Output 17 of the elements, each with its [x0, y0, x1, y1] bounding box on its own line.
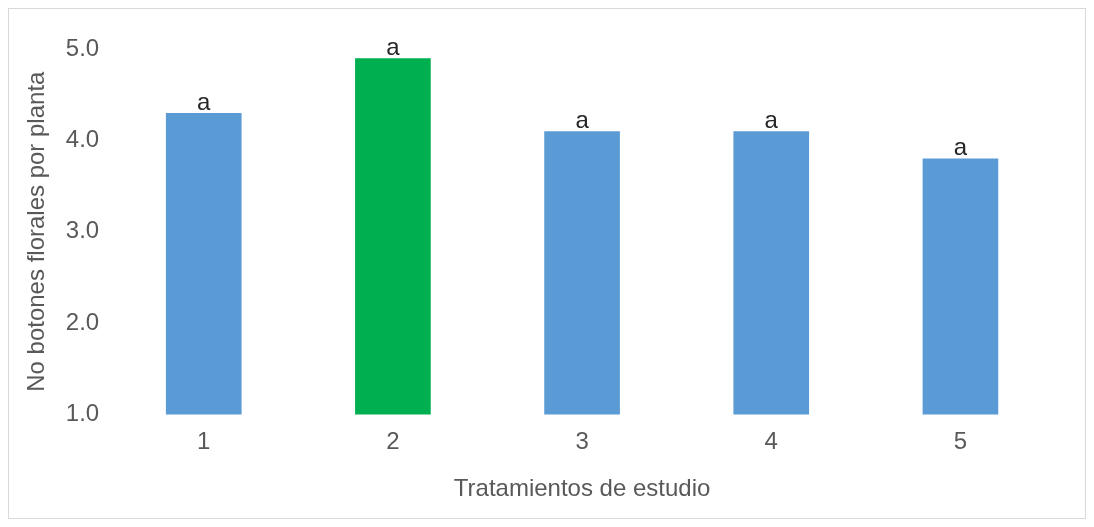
y-tick-label: 4.0	[65, 124, 100, 152]
annotation: a	[575, 105, 590, 133]
y-tick-label: 2.0	[65, 307, 100, 335]
x-tick-label: 3	[575, 427, 589, 455]
annotation: a	[764, 105, 779, 133]
y-tick-label: 1.0	[65, 399, 100, 427]
annotation: a	[386, 32, 401, 60]
x-tick-label: 1	[197, 427, 211, 455]
annotation: a	[953, 133, 968, 161]
y-axis-title: No botones florales por planta	[22, 70, 50, 392]
y-tick-label: 5.0	[65, 33, 100, 61]
x-tick-label: 4	[764, 427, 778, 455]
y-tick-label: 3.0	[65, 216, 100, 244]
x-axis-title: Tratamientos de estudio	[453, 474, 711, 502]
x-tick-label: 2	[386, 427, 400, 455]
annotation: a	[197, 87, 212, 115]
x-tick-label: 5	[953, 427, 968, 455]
